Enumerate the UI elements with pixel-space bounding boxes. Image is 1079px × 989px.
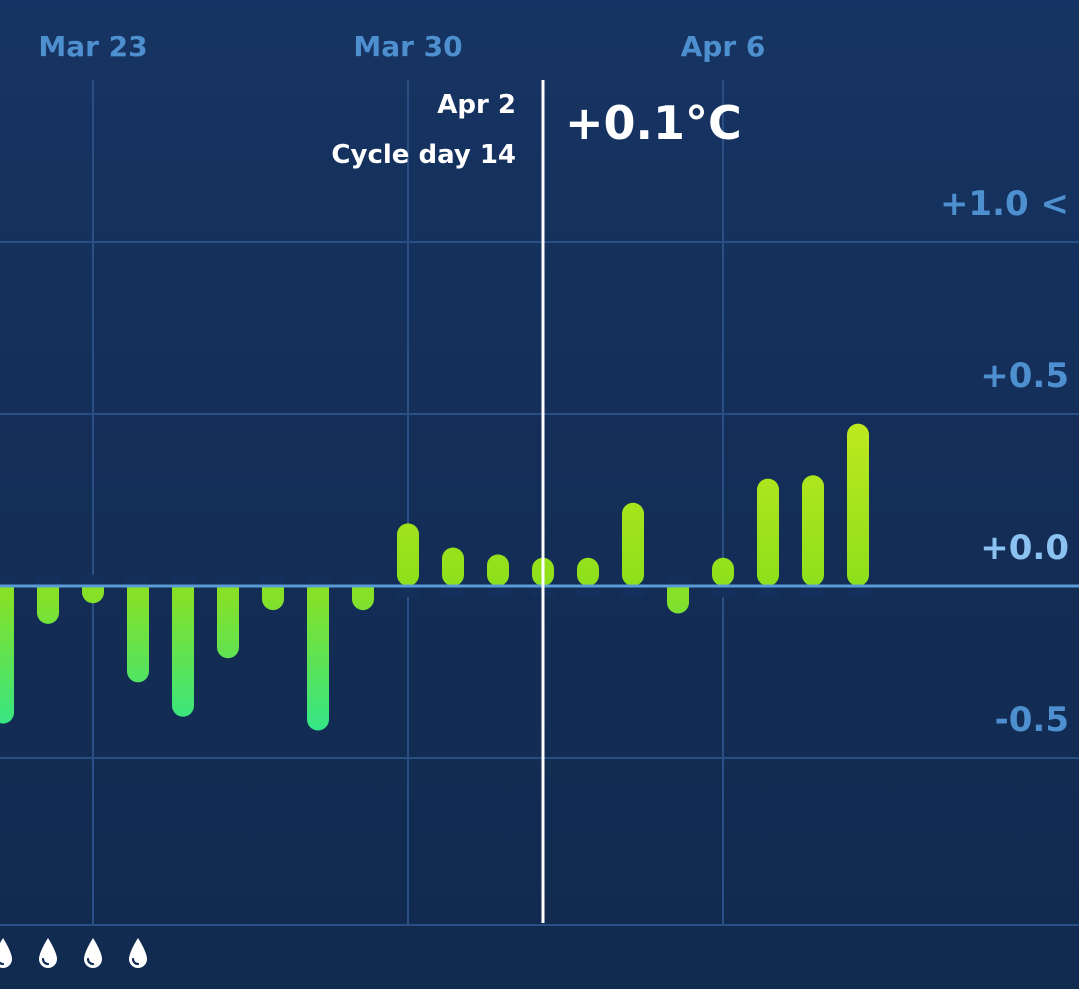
temperature-bar [0,575,14,724]
drop-icon [82,936,104,970]
x-tick-label: Apr 6 [680,30,766,63]
bar-base-mask [711,586,735,597]
selected-date: Apr 2 [437,90,516,120]
bar-base-mask [216,575,240,586]
temperature-bar [622,502,644,586]
temperature-bar [217,575,239,659]
drop-icon [37,936,59,970]
y-tick-label: -0.5 [994,700,1069,740]
bar-base-mask [396,586,420,597]
bar-base-mask [846,586,870,597]
temperature-bar [172,575,194,717]
bar-base-mask [576,586,600,597]
bars [0,423,870,731]
temperature-bar [577,557,599,586]
temperature-bar [757,478,779,586]
drop-icon [0,936,14,970]
temperature-bar [802,475,824,586]
bar-base-mask [441,586,465,597]
temperature-bar [487,554,509,586]
bar-base-mask [36,575,60,586]
drop-icon [127,936,149,970]
y-tick-label-zero: +0.0 [980,528,1069,568]
bar-base-mask [126,575,150,586]
bar-base-mask [621,586,645,597]
bar-base-mask [666,575,690,586]
temperature-bar [127,575,149,683]
bar-base-mask [486,586,510,597]
bar-base-mask [306,575,330,586]
selected-cycle-day: Cycle day 14 [331,140,516,170]
y-tick-label: +1.0 < [939,184,1070,224]
bar-base-mask [0,575,15,586]
temperature-bar [307,575,329,731]
scale-arrow-icon[interactable]: < [1040,184,1070,224]
x-tick-label: Mar 23 [38,30,148,63]
bar-base-mask [756,586,780,597]
selected-temperature: +0.1°C [565,96,742,150]
bar-base-mask [801,586,825,597]
temperature-bar [712,557,734,586]
temperature-bar [847,423,869,586]
bar-base-mask [261,575,285,586]
bar-base-mask [171,575,195,586]
y-tick-label: +0.5 [980,356,1069,396]
temperature-bar [442,547,464,586]
bar-base-mask [351,575,375,586]
grid [0,80,1079,926]
bar-base-mask [81,575,105,586]
x-tick-label: Mar 30 [353,30,463,63]
temperature-bar [397,523,419,586]
